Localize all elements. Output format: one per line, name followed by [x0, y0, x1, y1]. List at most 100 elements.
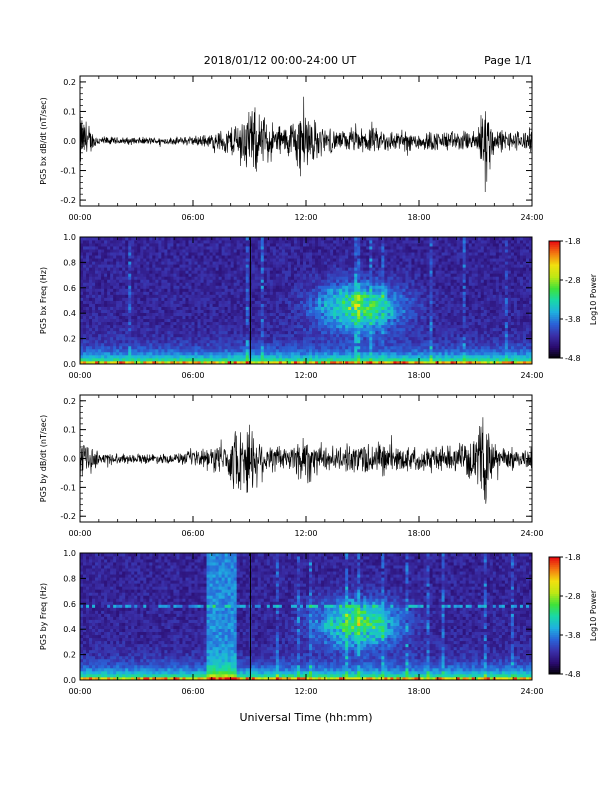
heatmap-cell: [110, 267, 114, 271]
heatmap-cell: [149, 249, 153, 253]
heatmap-cell: [360, 315, 364, 320]
heatmap-cell: [239, 282, 244, 286]
heatmap-cell: [188, 303, 192, 307]
heatmap-cell: [278, 357, 283, 362]
heatmap-cell: [387, 282, 391, 286]
heatmap-cell: [417, 306, 421, 310]
heatmap-cell: [296, 261, 301, 265]
heatmap-cell: [218, 309, 223, 313]
heatmap-cell: [110, 273, 114, 277]
heatmap-cell: [233, 354, 238, 359]
heatmap-cell: [203, 261, 207, 265]
heatmap-cell: [182, 261, 186, 265]
heatmap-cell: [155, 318, 159, 323]
heatmap-cell: [351, 309, 355, 313]
heatmap-cell: [158, 312, 162, 317]
heatmap-cell: [302, 243, 307, 247]
heatmap-cell: [245, 321, 250, 326]
heatmap-cell: [236, 342, 241, 347]
heatmap-cell: [122, 303, 126, 307]
heatmap-cell: [351, 330, 355, 335]
heatmap-cell: [414, 321, 418, 326]
heatmap-cell: [182, 240, 186, 244]
heatmap-cell: [179, 294, 183, 298]
heatmap-cell: [426, 354, 430, 359]
heatmap-cell: [149, 315, 153, 320]
heatmap-cell: [336, 273, 340, 277]
heatmap-cell: [89, 285, 93, 289]
heatmap-cell: [330, 306, 334, 310]
heatmap-cell: [83, 270, 87, 274]
heatmap-cell: [384, 294, 388, 298]
heatmap-cell: [140, 273, 144, 277]
heatmap-cell: [110, 243, 114, 247]
heatmap-cell: [420, 333, 424, 338]
heatmap-cell: [417, 321, 421, 326]
heatmap-cell: [167, 285, 171, 289]
heatmap-cell: [348, 252, 352, 256]
heatmap-cell: [357, 351, 361, 356]
heatmap-cell: [218, 258, 223, 262]
heatmap-cell: [384, 240, 388, 244]
heatmap-cell: [420, 300, 424, 304]
heatmap-cell: [203, 345, 207, 350]
heatmap-cell: [357, 252, 361, 256]
heatmap-cell: [185, 282, 189, 286]
heatmap-cell: [324, 279, 328, 283]
heatmap-cell: [95, 282, 99, 286]
heatmap-cell: [212, 336, 216, 341]
heatmap-cell: [306, 240, 310, 244]
heatmap-cell: [290, 318, 295, 323]
heatmap-cell: [80, 243, 84, 247]
heatmap-cell: [351, 312, 355, 317]
heatmap-cell: [239, 255, 244, 259]
heatmap-cell: [245, 303, 250, 307]
heatmap-cell: [296, 345, 301, 350]
heatmap-cell: [176, 285, 180, 289]
heatmap-cell: [191, 303, 195, 307]
heatmap-cell: [363, 276, 367, 280]
heatmap-cell: [146, 360, 150, 365]
heatmap-cell: [89, 351, 93, 356]
heatmap-cell: [128, 252, 132, 256]
heatmap-cell: [134, 354, 138, 359]
heatmap-cell: [375, 339, 379, 344]
heatmap-cell: [405, 294, 409, 298]
heatmap-cell: [221, 252, 226, 256]
heatmap-cell: [110, 330, 114, 335]
heatmap-cell: [405, 318, 409, 323]
heatmap-cell: [321, 321, 325, 326]
heatmap-cell: [351, 351, 355, 356]
heatmap-cell: [152, 294, 156, 298]
heatmap-cell: [116, 261, 120, 265]
heatmap-cell: [263, 252, 268, 256]
heatmap-cell: [107, 246, 111, 250]
heatmap-cell: [173, 348, 177, 353]
heatmap-cell: [411, 309, 415, 313]
heatmap-cell: [176, 303, 180, 307]
heatmap-cell: [206, 339, 210, 344]
heatmap-cell: [98, 288, 102, 292]
heatmap-cell: [287, 243, 292, 247]
heatmap-cell: [381, 240, 385, 244]
heatmap-cell: [309, 312, 313, 317]
heatmap-cell: [245, 258, 250, 262]
heatmap-cell: [128, 285, 132, 289]
heatmap-cell: [351, 255, 355, 259]
heatmap-cell: [209, 309, 213, 313]
heatmap-cell: [423, 297, 427, 301]
heatmap-cell: [86, 261, 90, 265]
heatmap-cell: [306, 312, 310, 317]
heatmap-cell: [315, 345, 319, 350]
heatmap-cell: [420, 237, 424, 241]
heatmap-cell: [215, 348, 220, 353]
heatmap-cell: [327, 288, 331, 292]
heatmap-cell: [83, 324, 87, 329]
heatmap-cell: [176, 258, 180, 262]
heatmap-cell: [293, 240, 298, 244]
heatmap-cell: [390, 303, 394, 307]
heatmap-cell: [170, 357, 174, 362]
heatmap-cell: [203, 354, 207, 359]
heatmap-cell: [281, 240, 286, 244]
heatmap-cell: [239, 330, 244, 335]
